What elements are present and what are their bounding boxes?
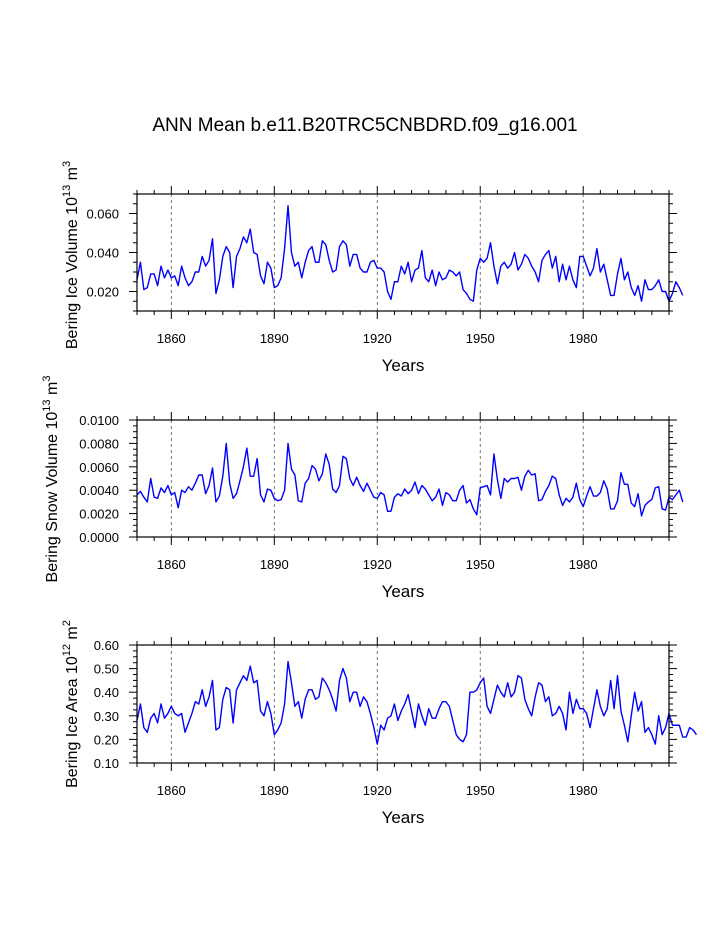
y-tick-label: 0.40	[94, 685, 119, 700]
x-tick-label: 1980	[569, 557, 598, 572]
y-tick-label: 0.060	[86, 207, 119, 222]
x-tick-label: 1950	[466, 783, 495, 798]
y-tick-label: 0.040	[86, 246, 119, 261]
x-tick-label: 1980	[569, 783, 598, 798]
x-tick-label: 1890	[260, 331, 289, 346]
figure-title: ANN Mean b.e11.B20TRC5CNBDRD.f09_g16.001	[152, 115, 577, 136]
plot-frame	[136, 193, 670, 312]
x-tick-label: 1860	[157, 783, 186, 798]
x-tick-label: 1980	[569, 331, 598, 346]
series-line	[136, 660, 698, 745]
x-tick-label: 1860	[157, 331, 186, 346]
y-tick-label: 0.0000	[79, 530, 119, 545]
x-axis-title: Years	[382, 582, 425, 601]
y-axis-title: Bering Ice Volume 1013 m3	[61, 161, 81, 349]
y-tick-label: 0.0100	[79, 413, 119, 428]
x-tick-label: 1890	[260, 783, 289, 798]
y-tick-label: 0.60	[94, 638, 119, 653]
x-axis-title: Years	[382, 356, 425, 375]
chart-ice-area: 1860 1890 1920 1950 1980 0.10 0.20 0.30 0.40 0.50…	[61, 620, 698, 827]
x-tick-label: 1920	[363, 557, 392, 572]
panels: 1860 1890 1920 1950 1980 0.020 0.040 0.060 Years…	[41, 161, 698, 827]
series-line	[136, 442, 684, 517]
y-axis-title: Bering Ice Area 1012 m2	[61, 620, 81, 788]
y-tick-label: 0.020	[86, 285, 119, 300]
y-tick-label: 0.30	[94, 709, 119, 724]
y-tick-label: 0.10	[94, 756, 119, 771]
x-tick-label: 1890	[260, 557, 289, 572]
y-axis-title: Bering Snow Volume 1013 m3	[41, 376, 61, 583]
y-tick-label: 0.0040	[79, 483, 119, 498]
x-axis-title: Years	[382, 808, 425, 827]
y-tick-label: 0.0020	[79, 507, 119, 522]
y-tick-label: 0.0060	[79, 460, 119, 475]
plot-frame	[136, 644, 670, 764]
x-tick-label: 1920	[363, 331, 392, 346]
x-tick-label: 1920	[363, 783, 392, 798]
chart-ice-volume: 1860 1890 1920 1950 1980 0.020 0.040 0.060 Years…	[61, 161, 684, 375]
x-tick-label: 1950	[466, 331, 495, 346]
y-tick-label: 0.50	[94, 662, 119, 677]
x-tick-label: 1860	[157, 557, 186, 572]
y-tick-label: 0.0080	[79, 436, 119, 451]
series-line	[136, 204, 684, 302]
x-tick-label: 1950	[466, 557, 495, 572]
plot-frame	[136, 419, 670, 538]
chart-snow-volume: 1860 1890 1920 1950 1980 0.0000 0.0020 0.0040 0.…	[41, 376, 684, 601]
y-tick-label: 0.20	[94, 732, 119, 747]
